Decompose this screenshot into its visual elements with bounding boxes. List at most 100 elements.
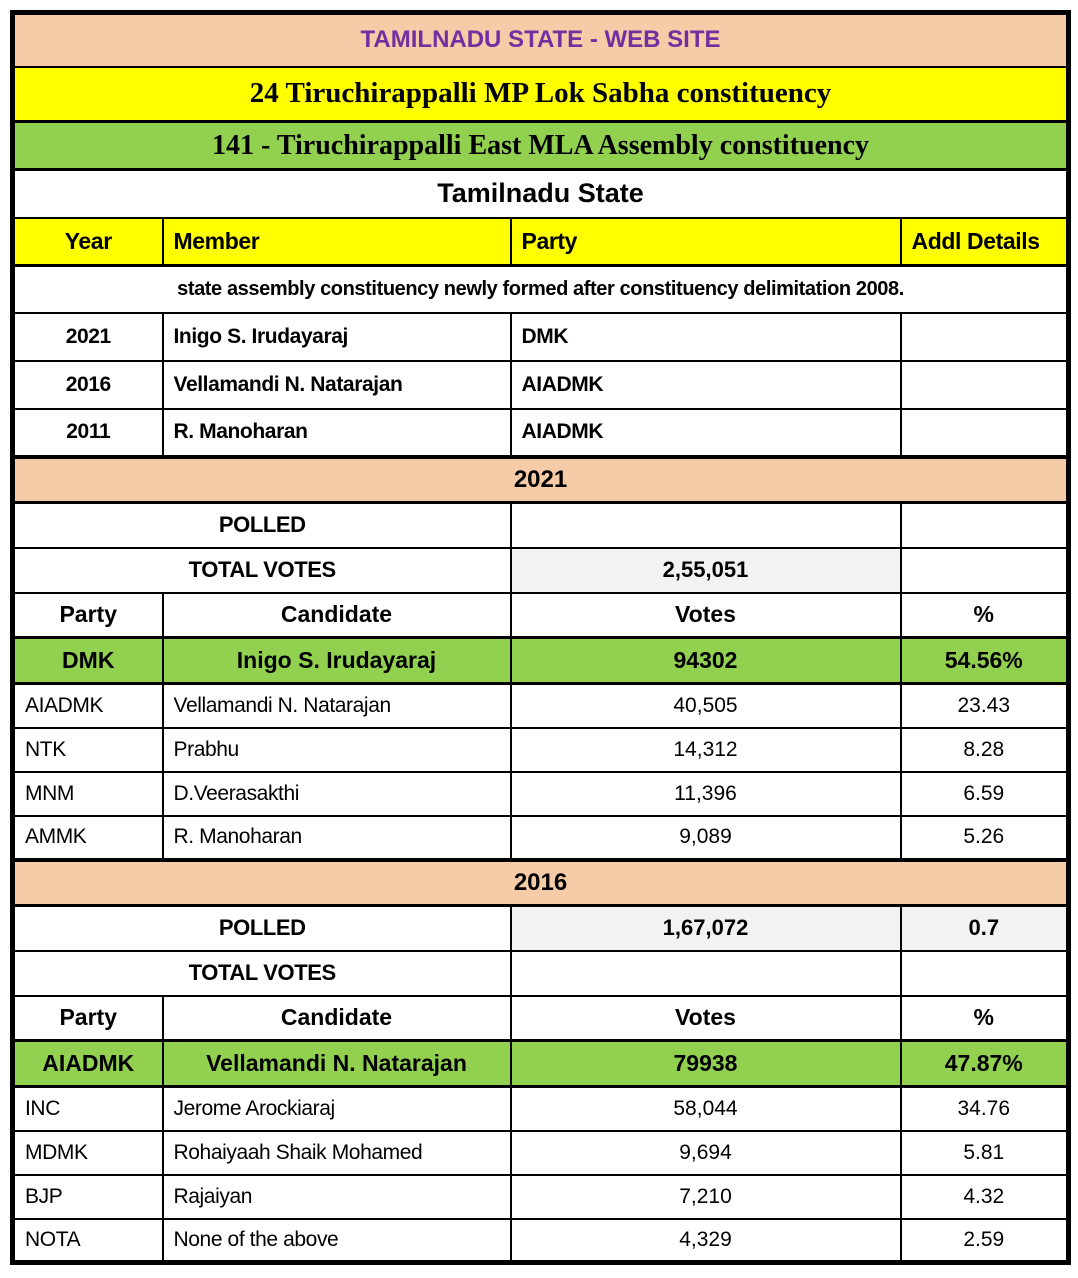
party-cell: DMK: [509, 311, 902, 362]
results-header-votes: Votes: [509, 994, 902, 1042]
winner-candidate: Inigo S. Irudayaraj: [161, 636, 512, 685]
result-percent: 2.59: [899, 1217, 1070, 1264]
total-votes-row-2016: TOTAL VOTES: [11, 949, 1070, 997]
result-percent: 5.81: [899, 1129, 1070, 1176]
result-row: AMMK R. Manoharan 9,089 5.26: [11, 814, 1070, 861]
year-cell: 2021: [11, 311, 164, 362]
polled-votes: [509, 501, 902, 549]
results-header-votes: Votes: [509, 591, 902, 639]
winner-percent: 54.56%: [899, 636, 1070, 685]
history-row: 2016 Vellamandi N. Natarajan AIADMK: [11, 359, 1070, 410]
polled-label: POLLED: [11, 904, 512, 952]
party-cell: AIADMK: [509, 407, 902, 458]
results-header-row-2016: Party Candidate Votes %: [11, 994, 1070, 1042]
delimitation-note-row: state assembly constituency newly formed…: [11, 264, 1070, 314]
mla-constituency-row: 141 - Tiruchirappalli East MLA Assembly …: [11, 120, 1070, 171]
section-header-2016: 2016: [11, 857, 1070, 907]
result-row: NTK Prabhu 14,312 8.28: [11, 726, 1070, 773]
section-year: 2016: [11, 857, 1070, 907]
polled-row-2021: POLLED: [11, 501, 1070, 549]
result-percent: 34.76: [899, 1085, 1070, 1132]
results-header-party: Party: [11, 994, 164, 1042]
total-votes-percent: [899, 546, 1070, 594]
result-row: MDMK Rohaiyaah Shaik Mohamed 9,694 5.81: [11, 1129, 1070, 1176]
result-percent: 4.32: [899, 1173, 1070, 1220]
history-row: 2011 R. Manoharan AIADMK: [11, 407, 1070, 458]
party-cell: AIADMK: [509, 359, 902, 410]
polled-percent: 0.7: [899, 904, 1070, 952]
state-name-row: Tamilnadu State: [11, 168, 1070, 219]
total-votes-percent: [899, 949, 1070, 997]
result-percent: 8.28: [899, 726, 1070, 773]
member-cell: Inigo S. Irudayaraj: [161, 311, 512, 362]
section-year: 2021: [11, 454, 1070, 504]
results-header-candidate: Candidate: [161, 994, 512, 1042]
result-percent: 5.26: [899, 814, 1070, 861]
result-votes: 11,396: [509, 770, 902, 817]
result-candidate: Rohaiyaah Shaik Mohamed: [161, 1129, 512, 1176]
result-candidate: Rajaiyan: [161, 1173, 512, 1220]
result-row: MNM D.Veerasakthi 11,396 6.59: [11, 770, 1070, 817]
results-header-row-2021: Party Candidate Votes %: [11, 591, 1070, 639]
result-party: MNM: [11, 770, 164, 817]
winner-party: AIADMK: [11, 1039, 164, 1088]
polled-percent: [899, 501, 1070, 549]
total-votes-label: TOTAL VOTES: [11, 949, 512, 997]
result-row: BJP Rajaiyan 7,210 4.32: [11, 1173, 1070, 1220]
mp-constituency-title: 24 Tiruchirappalli MP Lok Sabha constitu…: [11, 65, 1070, 123]
results-header-party: Party: [11, 591, 164, 639]
result-candidate: D.Veerasakthi: [161, 770, 512, 817]
result-votes: 9,694: [509, 1129, 902, 1176]
result-votes: 40,505: [509, 682, 902, 729]
total-votes-value: 2,55,051: [509, 546, 902, 594]
winner-row-2016: AIADMK Vellamandi N. Natarajan 79938 47.…: [11, 1039, 1070, 1088]
polled-votes: 1,67,072: [509, 904, 902, 952]
addl-cell: [899, 359, 1070, 410]
result-candidate: Jerome Arockiaraj: [161, 1085, 512, 1132]
results-header-percent: %: [899, 994, 1070, 1042]
total-votes-value: [509, 949, 902, 997]
winner-percent: 47.87%: [899, 1039, 1070, 1088]
result-candidate: None of the above: [161, 1217, 512, 1264]
result-party: INC: [11, 1085, 164, 1132]
winner-votes: 94302: [509, 636, 902, 685]
result-votes: 4,329: [509, 1217, 902, 1264]
result-candidate: R. Manoharan: [161, 814, 512, 861]
history-header-member: Member: [161, 216, 512, 267]
delimitation-note: state assembly constituency newly formed…: [11, 264, 1070, 314]
mp-constituency-row: 24 Tiruchirappalli MP Lok Sabha constitu…: [11, 65, 1070, 123]
result-row: AIADMK Vellamandi N. Natarajan 40,505 23…: [11, 682, 1070, 729]
history-header-party: Party: [509, 216, 902, 267]
result-party: NOTA: [11, 1217, 164, 1264]
history-header-row: Year Member Party Addl Details: [11, 216, 1070, 267]
constituency-results-table: TAMILNADU STATE - WEB SITE 24 Tiruchirap…: [10, 10, 1072, 1265]
result-percent: 6.59: [899, 770, 1070, 817]
results-header-candidate: Candidate: [161, 591, 512, 639]
member-cell: Vellamandi N. Natarajan: [161, 359, 512, 410]
total-votes-row-2021: TOTAL VOTES 2,55,051: [11, 546, 1070, 594]
result-party: AIADMK: [11, 682, 164, 729]
winner-row-2021: DMK Inigo S. Irudayaraj 94302 54.56%: [11, 636, 1070, 685]
winner-candidate: Vellamandi N. Natarajan: [161, 1039, 512, 1088]
polled-label: POLLED: [11, 501, 512, 549]
addl-cell: [899, 311, 1070, 362]
mla-constituency-title: 141 - Tiruchirappalli East MLA Assembly …: [11, 120, 1070, 171]
result-party: AMMK: [11, 814, 164, 861]
result-party: NTK: [11, 726, 164, 773]
result-votes: 14,312: [509, 726, 902, 773]
result-votes: 9,089: [509, 814, 902, 861]
winner-party: DMK: [11, 636, 164, 685]
history-header-addl: Addl Details: [899, 216, 1070, 267]
result-percent: 23.43: [899, 682, 1070, 729]
result-votes: 58,044: [509, 1085, 902, 1132]
result-row: NOTA None of the above 4,329 2.59: [11, 1217, 1070, 1264]
polled-row-2016: POLLED 1,67,072 0.7: [11, 904, 1070, 952]
member-cell: R. Manoharan: [161, 407, 512, 458]
result-row: INC Jerome Arockiaraj 58,044 34.76: [11, 1085, 1070, 1132]
site-title: TAMILNADU STATE - WEB SITE: [11, 11, 1070, 68]
result-party: MDMK: [11, 1129, 164, 1176]
addl-cell: [899, 407, 1070, 458]
section-header-2021: 2021: [11, 454, 1070, 504]
history-header-year: Year: [11, 216, 164, 267]
year-cell: 2011: [11, 407, 164, 458]
